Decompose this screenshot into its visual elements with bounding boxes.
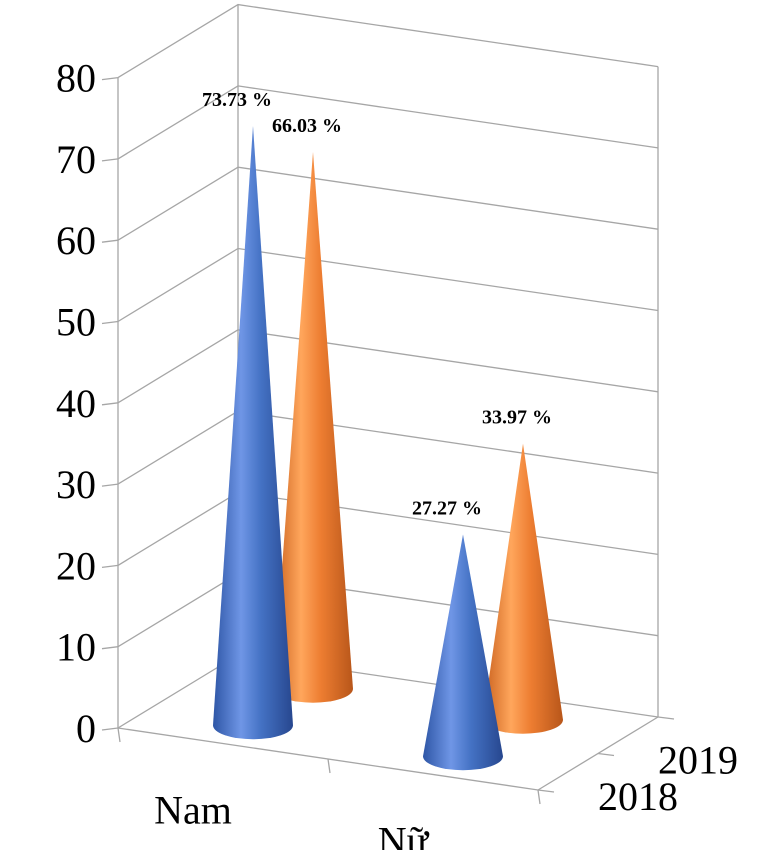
gridline — [117, 247, 659, 323]
gridline — [117, 410, 659, 485]
gridline — [117, 654, 659, 729]
y-tick-mark — [101, 646, 119, 650]
gridline — [117, 85, 659, 160]
depth-tick-mark — [657, 716, 675, 720]
gridlines — [117, 3, 659, 729]
cone-body — [423, 534, 503, 771]
y-tick-mark — [101, 76, 119, 81]
y-tick-label: 70 — [56, 137, 96, 182]
series-label: 2019 — [658, 737, 738, 782]
y-tick-label: 60 — [56, 218, 96, 263]
y-tick-label: 80 — [56, 56, 96, 101]
category-labels: Nam Nữ — [154, 788, 429, 850]
x-tick-mark — [537, 789, 541, 805]
y-tick-mark — [101, 158, 119, 162]
cone-body — [273, 151, 353, 703]
y-tick-label: 0 — [76, 706, 96, 751]
y-tick-label: 30 — [56, 462, 96, 507]
cone-body — [483, 443, 563, 734]
cone-series — [213, 125, 563, 771]
y-tick-mark — [101, 483, 119, 487]
gridline — [117, 491, 659, 566]
y-tick-mark — [101, 564, 119, 569]
y-tick-label: 20 — [56, 543, 96, 588]
x-tick-mark — [117, 727, 121, 743]
y-axis-ticks: 0 10 20 30 40 50 60 70 80 — [56, 56, 119, 751]
x-tick-mark — [327, 758, 331, 774]
chart-floor — [117, 716, 675, 805]
y-tick-label: 10 — [56, 625, 96, 670]
data-labels: 66.03 % 33.97 % 73.73 % 27.27 % — [202, 89, 552, 520]
data-label: 33.97 % — [482, 407, 552, 429]
y-tick-label: 50 — [56, 300, 96, 345]
series-label: 2018 — [598, 774, 678, 819]
cone-mark — [423, 534, 503, 771]
y-tick-mark — [101, 239, 119, 243]
floor-edge — [117, 716, 659, 791]
category-label: Nam — [154, 788, 232, 833]
y-tick-label: 40 — [56, 381, 96, 426]
data-label: 73.73 % — [202, 89, 272, 111]
cone-mark — [483, 443, 563, 734]
gridline — [117, 166, 659, 241]
cone-mark — [273, 151, 353, 703]
data-label: 27.27 % — [412, 498, 482, 520]
cone-mark — [213, 125, 293, 740]
depth-tick-mark — [537, 789, 555, 793]
data-label: 66.03 % — [272, 115, 342, 137]
y-tick-mark — [101, 402, 119, 406]
gridline — [117, 329, 659, 404]
y-tick-mark — [101, 727, 119, 731]
cone-body — [213, 125, 293, 740]
depth-tick-mark — [597, 752, 615, 757]
category-label: Nữ — [378, 819, 430, 850]
chart-walls — [117, 4, 659, 728]
gridline — [117, 3, 659, 79]
y-tick-mark — [101, 320, 119, 325]
gridline — [117, 573, 659, 648]
